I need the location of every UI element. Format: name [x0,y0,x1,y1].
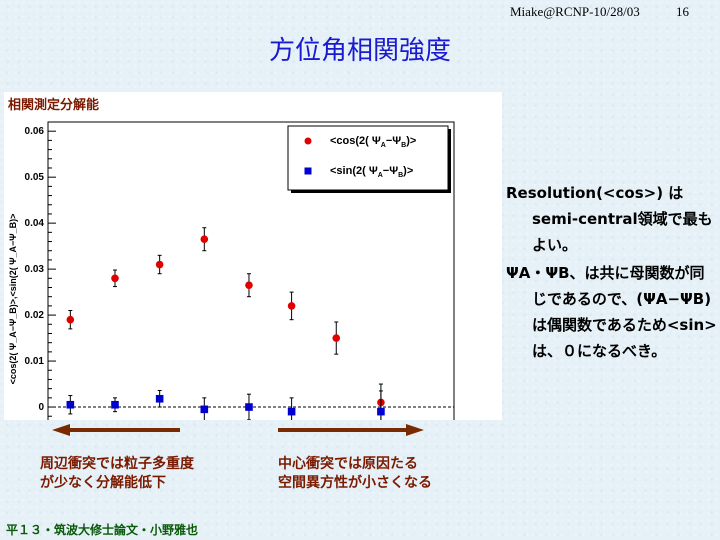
data-point [111,274,119,283]
footer-citation: 平１３・筑波大修士論文・小野雅也 [6,523,199,537]
data-point [155,260,164,269]
series-sin [66,389,385,420]
y-axis-label: <cos(2( Ψ_A−Ψ_B)>,<sin(2( Ψ_A−Ψ_B)> [8,214,18,385]
header-info: Miake@RCNP-10/28/03 [510,4,640,19]
explanation-paragraph-1: Resolution(<cos>) は semi-central領域で最もよい。 [506,184,713,254]
data-point [245,403,253,411]
y-tick-label: 0.05 [25,172,45,183]
resolution-chart: -0.0100.010.020.030.040.050.0600.10.20.3… [8,121,455,420]
explanation-text: Resolution(<cos>) は semi-central領域で最もよい。… [506,180,718,366]
peripheral-caption-line-2: が少なく分解能低下 [40,475,166,491]
left-arrow-icon [52,424,180,436]
legend-box [287,125,449,191]
legend-label: <cos(2( ΨA−ΨB)> [330,135,416,149]
data-point [200,405,209,414]
y-tick-label: 0.04 [25,218,45,229]
data-point [66,400,75,409]
right-arrow-icon [278,424,424,436]
data-point [66,315,75,324]
central-caption-line-2: 空間異方性が小さくなる [278,475,432,491]
data-point [332,334,341,342]
data-point [287,302,296,310]
series-cos [66,227,385,420]
plot-title: 相関測定分解能 [8,98,100,113]
explanation-paragraph-2: ΨA・ΨB、は共に母関数が同じであるので、(ΨA−ΨB)は偶関数であるため<si… [506,264,717,360]
central-caption: 中心衝突では原因たる 空間異方性が小さくなる [278,455,432,493]
plot-frame [47,121,455,420]
data-point [287,407,296,416]
plot-panel: -0.0100.010.020.030.040.050.0600.10.20.3… [4,92,502,420]
y-tick-label: 0.03 [25,264,45,275]
data-point [377,407,385,416]
page-number: 16 [676,4,689,19]
data-point [245,281,253,290]
legend-label: <sin(2( ΨA−ΨB)> [330,165,413,179]
data-point [200,235,209,244]
y-tick-label: 0.01 [25,356,45,367]
legend-marker [304,137,312,145]
central-caption-line-1: 中心衝突では原因たる [278,456,418,472]
data-point [155,394,164,403]
y-tick-label: 0.06 [25,126,45,137]
y-tick-label: 0 [38,402,44,413]
peripheral-caption-line-1: 周辺衝突では粒子多重度 [40,456,194,472]
slide-title: 方位角相関強度 [268,36,451,66]
peripheral-caption: 周辺衝突では粒子多重度 が少なく分解能低下 [40,455,194,493]
legend-marker [304,167,312,175]
data-point [111,400,119,409]
y-tick-label: 0.02 [25,310,45,321]
